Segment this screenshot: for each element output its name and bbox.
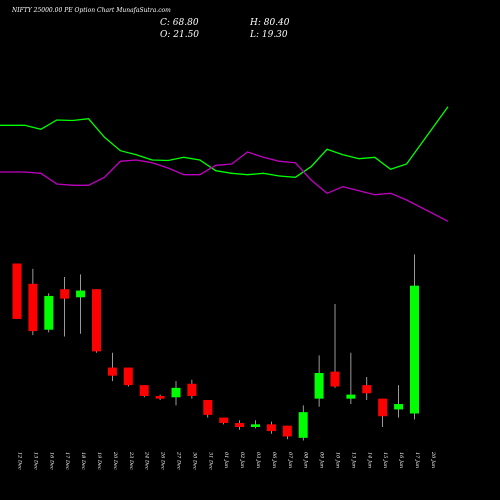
candle-7 [107, 352, 117, 382]
candle-9 [139, 385, 149, 398]
candle-body-down [139, 385, 149, 396]
candle-body-down [219, 417, 229, 423]
x-tick-label: 17 Dec [64, 452, 70, 470]
candle-body-down [60, 289, 70, 299]
x-tick-label: 10 Jan [335, 452, 341, 468]
candle-23 [362, 377, 372, 400]
x-tick-label: 24 Dec [144, 451, 150, 470]
candle-26 [410, 254, 419, 420]
lower-band-line [0, 151, 449, 222]
chart-title: NIFTY 25000.00 PE Option Chart MunafaSut… [11, 7, 171, 14]
close-readout: C: 68.80 [160, 18, 199, 28]
candle-body-up [171, 387, 181, 398]
candle-body-down [235, 422, 245, 428]
candle-18 [282, 425, 292, 440]
candle-14 [219, 417, 229, 425]
x-tick-label: 01 Jan [223, 452, 229, 468]
x-axis-ticks: 12 Dec 13 Dec 16 Dec 17 Dec 18 Dec 19 Dec 20 D… [17, 451, 436, 470]
candle-body-up [251, 424, 260, 428]
candle-body-down [92, 289, 101, 352]
low-readout: L: 19.30 [249, 30, 288, 40]
candle-20 [314, 355, 324, 407]
x-tick-label: 18 Dec [80, 452, 86, 470]
candle-body-down [266, 424, 276, 432]
candle-body-down [362, 385, 372, 394]
candle-body-down [203, 400, 213, 415]
candle-body-down [155, 395, 165, 399]
x-tick-label: 15 Jan [382, 452, 388, 468]
candle-6 [92, 289, 101, 353]
candle-15 [235, 420, 245, 430]
candle-body-down [330, 371, 340, 387]
candle-1 [12, 263, 22, 319]
x-tick-label: 26 Dec [160, 451, 166, 470]
candle-body-down [28, 283, 38, 332]
candle-11 [171, 381, 181, 406]
candle-body-up [44, 295, 54, 330]
candle-body-up [394, 404, 404, 410]
candle-body-down [378, 398, 388, 417]
candle-body-up [76, 290, 86, 298]
x-tick-label: 14 Jan [366, 452, 372, 468]
candle-13 [203, 400, 213, 418]
x-tick-label: 12 Dec [17, 452, 23, 470]
x-tick-label: 13 Dec [32, 452, 38, 470]
candle-22 [346, 352, 356, 405]
candle-5 [76, 274, 86, 334]
x-tick-label: 19 Dec [96, 452, 102, 470]
x-tick-label: 06 Jan [271, 452, 277, 468]
candle-body-down [187, 383, 197, 396]
candle-10 [155, 394, 165, 400]
candle-8 [123, 367, 133, 387]
candle-12 [187, 379, 197, 399]
candles-layer [12, 254, 419, 441]
candle-21 [330, 304, 340, 388]
x-tick-label: 08 Jan [303, 452, 309, 468]
candle-19 [298, 405, 308, 441]
candle-body-up [346, 394, 356, 399]
x-tick-label: 30 Dec [191, 452, 197, 470]
x-tick-label: 20 Dec [112, 451, 118, 470]
candle-2 [28, 268, 38, 336]
high-readout: H: 80.40 [249, 18, 290, 28]
upper-band-line [0, 106, 449, 178]
x-tick-label: 07 Jan [287, 452, 293, 468]
candle-body-up [298, 412, 308, 438]
x-tick-label: 17 Jan [414, 452, 420, 468]
x-tick-label: 23 Dec [128, 451, 134, 470]
x-tick-label: 02 Jan [239, 452, 245, 468]
x-tick-label: 16 Dec [48, 452, 54, 470]
candle-body-down [12, 263, 22, 319]
candle-body-down [107, 367, 117, 376]
x-tick-label: 16 Jan [398, 452, 404, 468]
candle-17 [266, 421, 276, 434]
x-tick-label: 09 Jan [319, 452, 325, 468]
x-tick-label: 27 Dec [176, 451, 182, 470]
x-tick-label: 20 Jan [430, 451, 436, 468]
x-tick-label: 13 Jan [350, 452, 356, 468]
candle-3 [44, 293, 54, 333]
candle-24 [378, 398, 388, 428]
candle-25 [394, 385, 404, 418]
candle-4 [60, 277, 70, 337]
candle-body-up [410, 285, 419, 414]
x-tick-label: 03 Jan [255, 452, 261, 468]
candle-16 [251, 420, 260, 429]
candle-body-down [123, 367, 133, 386]
x-tick-label: 31 Dec [207, 452, 213, 470]
bands-layer [0, 106, 449, 222]
candle-body-down [282, 425, 292, 437]
candle-body-up [314, 372, 324, 399]
open-readout: O: 21.50 [160, 30, 199, 40]
